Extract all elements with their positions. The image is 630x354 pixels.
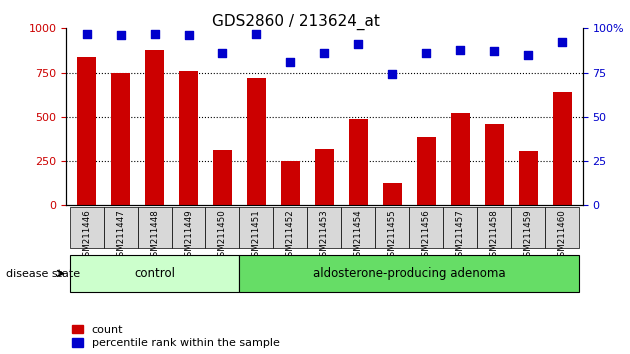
Bar: [77, 57, 96, 205]
FancyBboxPatch shape: [512, 207, 546, 248]
Text: control: control: [134, 267, 175, 280]
FancyBboxPatch shape: [478, 207, 512, 248]
Bar: [315, 149, 334, 205]
Text: GSM211447: GSM211447: [116, 209, 125, 262]
Bar: [213, 150, 232, 205]
Point: [115, 33, 125, 38]
FancyBboxPatch shape: [239, 207, 273, 248]
Text: GSM211457: GSM211457: [456, 209, 465, 262]
Point: [81, 31, 91, 36]
Bar: [349, 119, 368, 205]
FancyBboxPatch shape: [103, 207, 137, 248]
Text: GSM211451: GSM211451: [252, 209, 261, 262]
Point: [217, 50, 227, 56]
FancyBboxPatch shape: [69, 207, 103, 248]
FancyBboxPatch shape: [69, 255, 239, 292]
Point: [319, 50, 329, 56]
Point: [490, 48, 500, 54]
Point: [421, 50, 432, 56]
Point: [149, 31, 159, 36]
Point: [183, 33, 193, 38]
Bar: [485, 124, 504, 205]
FancyBboxPatch shape: [546, 207, 580, 248]
Text: GSM211446: GSM211446: [82, 209, 91, 262]
Legend: count, percentile rank within the sample: count, percentile rank within the sample: [72, 325, 280, 348]
Point: [524, 52, 534, 58]
Bar: [111, 73, 130, 205]
Bar: [145, 50, 164, 205]
Text: GSM211454: GSM211454: [354, 209, 363, 262]
Text: GSM211460: GSM211460: [558, 209, 567, 262]
FancyBboxPatch shape: [239, 255, 580, 292]
FancyBboxPatch shape: [137, 207, 171, 248]
FancyBboxPatch shape: [307, 207, 341, 248]
Text: disease state: disease state: [6, 269, 81, 279]
FancyBboxPatch shape: [273, 207, 307, 248]
Bar: [179, 71, 198, 205]
Point: [387, 72, 398, 77]
FancyBboxPatch shape: [341, 207, 375, 248]
Text: GSM211452: GSM211452: [286, 209, 295, 262]
FancyBboxPatch shape: [205, 207, 239, 248]
Text: GSM211458: GSM211458: [490, 209, 499, 262]
Text: GSM211449: GSM211449: [184, 209, 193, 262]
Text: GSM211450: GSM211450: [218, 209, 227, 262]
Bar: [383, 183, 402, 205]
Text: GSM211459: GSM211459: [524, 209, 533, 262]
Point: [455, 47, 466, 52]
Text: aldosterone-producing adenoma: aldosterone-producing adenoma: [313, 267, 506, 280]
Point: [353, 41, 364, 47]
Text: GSM211453: GSM211453: [320, 209, 329, 262]
Bar: [281, 161, 300, 205]
FancyBboxPatch shape: [171, 207, 205, 248]
Point: [285, 59, 295, 65]
Point: [251, 31, 261, 36]
FancyBboxPatch shape: [410, 207, 444, 248]
Bar: [519, 152, 538, 205]
Text: GSM211456: GSM211456: [422, 209, 431, 262]
Bar: [417, 137, 436, 205]
Bar: [451, 113, 470, 205]
Text: GDS2860 / 213624_at: GDS2860 / 213624_at: [212, 14, 380, 30]
Text: GSM211455: GSM211455: [388, 209, 397, 262]
Point: [558, 40, 568, 45]
Text: GSM211448: GSM211448: [150, 209, 159, 262]
FancyBboxPatch shape: [375, 207, 410, 248]
Bar: [553, 92, 571, 205]
FancyBboxPatch shape: [444, 207, 478, 248]
Bar: [247, 78, 266, 205]
